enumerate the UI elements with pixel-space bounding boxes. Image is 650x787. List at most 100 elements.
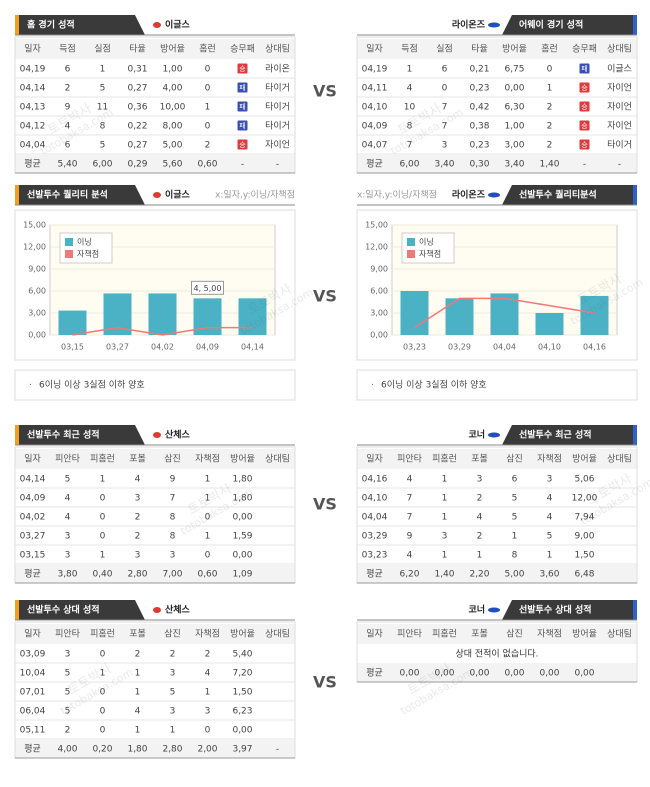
bar — [148, 293, 177, 335]
cell: 10,04 — [20, 669, 46, 679]
footer-box — [14, 369, 296, 401]
result-text: 승 — [239, 141, 246, 149]
cell: 04,16 — [362, 475, 388, 485]
cell: 6,00 — [399, 160, 419, 170]
cell: 0,36 — [127, 103, 147, 113]
footer-box — [356, 369, 638, 401]
team-name: 라이온즈 — [452, 19, 486, 31]
cell: 1 — [100, 475, 106, 485]
cell: 04,09 — [362, 122, 388, 132]
cell: 3,97 — [232, 745, 252, 755]
team-name: 코너 — [468, 429, 485, 441]
empty-message: 상대 전적이 없습니다. — [455, 648, 538, 660]
cell: 2 — [170, 650, 176, 660]
cell: 03,29 — [362, 532, 388, 542]
cell: 3 — [442, 532, 448, 542]
cell: 평균 — [366, 569, 383, 580]
column-header: 포볼 — [471, 454, 488, 465]
column-header: 일자 — [24, 629, 41, 640]
team-logo — [488, 192, 500, 198]
column-header: 타율 — [471, 44, 488, 55]
cell: 8 — [170, 532, 176, 542]
cell: 4 — [135, 707, 141, 717]
accent-bar — [633, 185, 637, 205]
bar — [535, 313, 564, 335]
panel-title: 선발투수 퀄리티 분석 — [27, 189, 108, 201]
cell: 0 — [100, 494, 106, 504]
cell: 1 — [100, 65, 106, 75]
cell: 자이언 — [607, 101, 632, 113]
title-tab — [19, 600, 145, 620]
cell: 1 — [547, 551, 553, 561]
result-icon — [237, 101, 248, 112]
result-icon — [579, 101, 590, 112]
cell: 0,38 — [469, 122, 489, 132]
cell: 06,04 — [20, 707, 46, 717]
team-logo — [153, 192, 161, 198]
cell: 1 — [442, 513, 448, 523]
cell: 07,01 — [20, 688, 46, 698]
team-name: 산체스 — [165, 604, 191, 616]
tooltip-box — [191, 280, 224, 295]
cell: 0,00 — [232, 726, 252, 736]
panel-title: 선발투수 최근 성적 — [519, 429, 592, 441]
bar — [238, 298, 267, 335]
column-header: 자책점 — [195, 628, 220, 640]
cell: 평균 — [366, 159, 383, 170]
cell: 3 — [547, 475, 553, 485]
cell: 6,30 — [504, 103, 524, 113]
column-header: 삼진 — [506, 629, 523, 640]
cell: 3 — [135, 494, 141, 504]
x-tick-label: 03,23 — [403, 343, 426, 352]
column-header: 상대팀 — [265, 453, 290, 465]
avg-row-bg — [357, 663, 637, 682]
column-header: 방어율 — [572, 454, 597, 465]
cell: 04,04 — [20, 141, 46, 151]
column-header: 승무패 — [572, 44, 597, 55]
vs-label: VS — [313, 287, 337, 306]
cell: 9 — [65, 103, 71, 113]
chart-note: x:일자,y:이닝/자책점 — [357, 189, 437, 201]
cell: 5,40 — [232, 650, 252, 660]
result-icon — [579, 82, 590, 93]
cell: 0,00 — [539, 669, 559, 679]
cell: 0 — [547, 65, 553, 75]
column-header: 피홈런 — [432, 453, 457, 465]
column-header: 상대팀 — [265, 628, 290, 640]
result-icon — [237, 120, 248, 131]
cell: 1,80 — [127, 745, 147, 755]
cell: 2 — [135, 513, 141, 523]
result-icon — [237, 139, 248, 150]
team-name: 산체스 — [165, 429, 191, 441]
cell: 3 — [65, 551, 71, 561]
cell: 04,12 — [20, 122, 46, 132]
cell: 1 — [407, 65, 413, 75]
cell: 1,59 — [232, 532, 252, 542]
cell: 3,60 — [539, 570, 559, 580]
title-tab — [502, 185, 633, 205]
cell: 평균 — [24, 159, 41, 170]
y-tick-label: 3,00 — [28, 309, 46, 318]
legend-swatch — [407, 250, 415, 258]
cell: 4 — [547, 494, 553, 504]
cell: 5 — [65, 669, 71, 679]
cell: 7 — [442, 122, 448, 132]
legend-swatch — [65, 250, 73, 258]
cell: 1 — [205, 475, 211, 485]
result-icon — [579, 139, 590, 150]
cell: 자이언 — [607, 82, 632, 94]
cell: 04,02 — [20, 513, 46, 523]
cell: 05,11 — [20, 726, 46, 736]
cell: 3 — [205, 707, 211, 717]
cell: - — [618, 160, 621, 170]
cell: 타이거 — [607, 140, 632, 151]
column-header: 피홈런 — [432, 628, 457, 640]
x-tick-label: 03,27 — [106, 343, 129, 352]
cell: 2,80 — [127, 570, 147, 580]
cell: 8,00 — [162, 122, 182, 132]
avg-row-bg — [357, 564, 637, 583]
cell: 3,40 — [434, 160, 454, 170]
team-logo — [153, 607, 161, 613]
column-header: 승무패 — [230, 44, 255, 55]
